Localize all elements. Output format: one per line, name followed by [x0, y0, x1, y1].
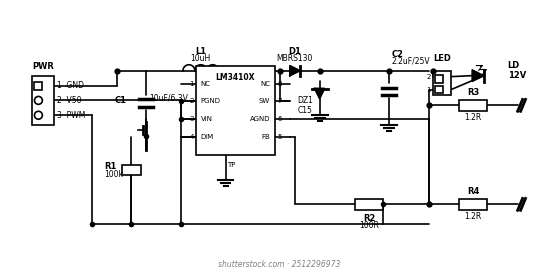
Text: FB: FB	[261, 134, 270, 140]
Text: 2.2uF/25V: 2.2uF/25V	[392, 57, 430, 66]
Polygon shape	[315, 88, 325, 98]
Text: shutterstock.com · 2512296973: shutterstock.com · 2512296973	[218, 260, 340, 269]
Text: DZ1
C15: DZ1 C15	[297, 96, 312, 115]
Bar	[434, 71, 451, 95]
Text: 1.2R: 1.2R	[464, 212, 482, 221]
Text: AGND: AGND	[249, 116, 270, 122]
Text: LED: LED	[434, 54, 451, 63]
Text: 1: 1	[426, 87, 430, 92]
Text: R2: R2	[363, 214, 376, 223]
Text: 2: 2	[426, 74, 430, 80]
Text: 1: 1	[189, 81, 194, 87]
Text: 2: 2	[190, 98, 194, 104]
Bar	[459, 100, 487, 111]
Bar	[32, 76, 54, 125]
Text: SW: SW	[259, 98, 270, 104]
Text: 10uF/6.3V: 10uF/6.3V	[150, 94, 188, 103]
Text: TP: TP	[228, 162, 236, 168]
Text: 2  V50: 2 V50	[57, 96, 81, 105]
Polygon shape	[472, 70, 484, 81]
Text: 10uH: 10uH	[191, 54, 211, 63]
Text: 3  PWM: 3 PWM	[57, 111, 85, 120]
Bar	[196, 66, 275, 155]
Text: PWR: PWR	[32, 62, 54, 71]
Text: PGND: PGND	[201, 98, 221, 104]
Text: NC: NC	[201, 81, 211, 87]
Bar	[435, 86, 444, 94]
Text: 7: 7	[277, 98, 282, 104]
Text: NC: NC	[260, 81, 270, 87]
Bar	[122, 165, 141, 175]
Text: 100R: 100R	[359, 221, 379, 230]
Text: 5: 5	[277, 134, 281, 140]
Text: 6: 6	[277, 116, 282, 122]
Text: C1: C1	[114, 96, 127, 105]
Text: D1: D1	[288, 47, 301, 56]
Bar	[435, 75, 444, 83]
Text: R1: R1	[104, 162, 116, 171]
Polygon shape	[290, 66, 300, 76]
Text: 1.2R: 1.2R	[464, 113, 482, 122]
Text: 1  GND: 1 GND	[57, 81, 84, 90]
Circle shape	[35, 111, 42, 119]
Text: LD
12V: LD 12V	[508, 61, 526, 80]
Text: 8: 8	[277, 81, 282, 87]
Bar	[355, 199, 383, 210]
Text: DIM: DIM	[201, 134, 214, 140]
Circle shape	[35, 96, 42, 104]
Text: 100k: 100k	[104, 170, 123, 179]
Text: MBRS130: MBRS130	[277, 54, 313, 63]
Text: R4: R4	[467, 187, 479, 197]
Text: C2: C2	[392, 50, 404, 59]
Bar	[459, 199, 487, 210]
Text: R3: R3	[467, 88, 479, 97]
Text: 3: 3	[189, 116, 194, 122]
Text: 4: 4	[190, 134, 194, 140]
Text: VIN: VIN	[201, 116, 213, 122]
Text: L1: L1	[195, 47, 206, 56]
Bar	[35, 81, 42, 90]
Text: LM3410X: LM3410X	[216, 73, 255, 82]
